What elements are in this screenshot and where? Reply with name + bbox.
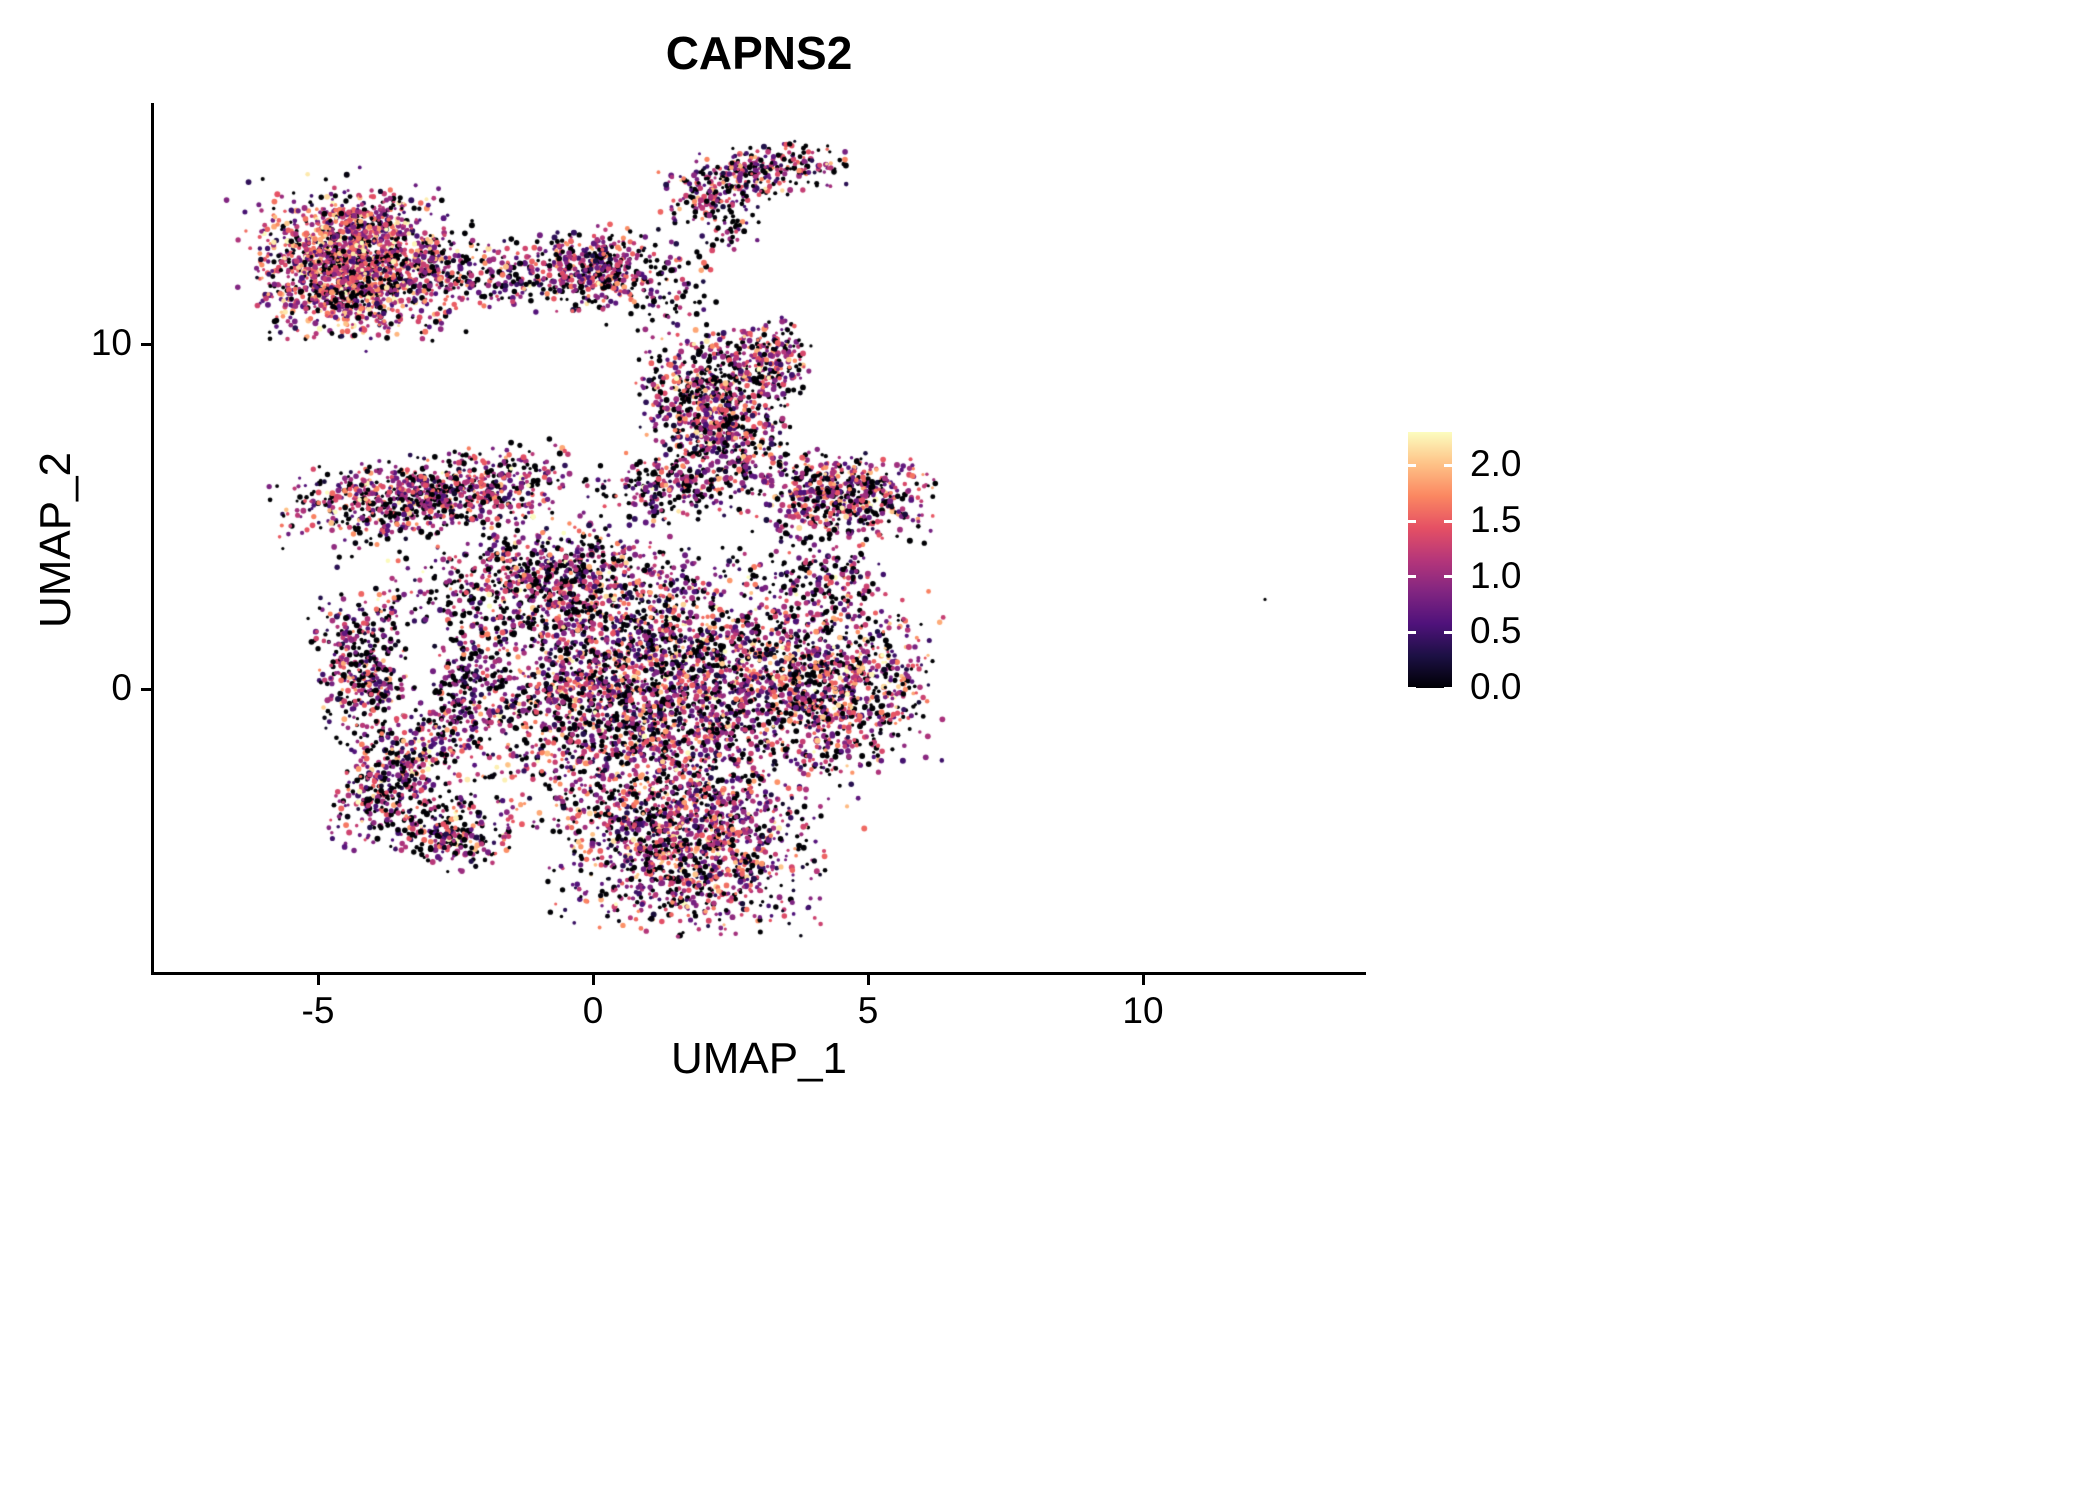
x-tick-label: -5 [301,990,335,1031]
y-tick-mark [141,342,151,346]
colorbar [1408,432,1452,690]
y-tick-mark [141,687,151,691]
y-axis-title: UMAP_2 [31,451,80,629]
y-tick-label: 10 [90,322,132,364]
x-tick-label: 5 [857,990,879,1031]
colorbar-tick [1444,575,1452,579]
x-tick-mark [866,975,870,985]
colorbar-tick [1444,519,1452,523]
colorbar-tick [1408,630,1416,634]
x-tick-mark [1141,975,1145,985]
x-tick-label: 0 [582,990,604,1031]
x-tick-mark [591,975,595,985]
colorbar-gradient [1408,432,1452,688]
y-tick-label: 0 [111,667,132,709]
colorbar-label: 0.0 [1470,666,1522,707]
colorbar-tick [1408,575,1416,579]
y-axis-line [151,103,154,975]
chart-title: CAPNS2 [665,27,853,79]
x-tick-label: 10 [1122,990,1164,1031]
x-tick-mark [316,975,320,985]
x-axis-line [151,972,1366,975]
colorbar-label: 0.5 [1470,610,1522,652]
colorbar-tick [1444,463,1452,467]
colorbar-label: 2.0 [1470,443,1522,485]
colorbar-tick [1444,686,1452,690]
x-axis-title: UMAP_1 [670,1034,848,1083]
colorbar-label: 1.0 [1470,554,1522,596]
colorbar-tick [1408,519,1416,523]
colorbar-tick [1408,463,1416,467]
colorbar-tick [1444,630,1452,634]
colorbar-tick [1408,686,1416,690]
colorbar-label: 1.5 [1470,499,1522,541]
